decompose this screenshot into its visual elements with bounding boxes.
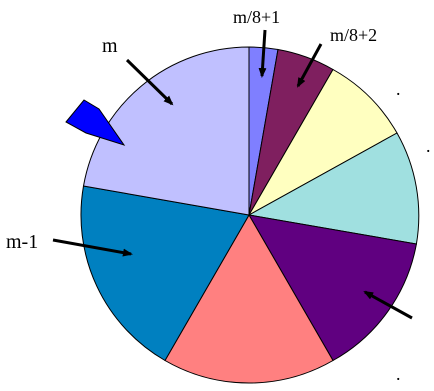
- pie-slice-purple: [248, 214, 417, 362]
- label-dot-2: .: [426, 136, 431, 156]
- pie-slice-m: [82, 46, 250, 216]
- label-m: m: [102, 35, 118, 57]
- arrow-m-over-8-plus-1: [258, 29, 267, 78]
- arrow-purple-slice: [363, 290, 413, 320]
- pie-slice-salmon: [164, 213, 334, 384]
- pie-slice-aqua: [247, 132, 420, 245]
- arrow-m-minus-1: [52, 238, 133, 257]
- pie-slice-cream: [247, 68, 398, 217]
- arrows: [52, 29, 413, 320]
- arrow-m-over-8-plus-2: [296, 43, 323, 88]
- arrow-m: [125, 58, 174, 106]
- pie-slices: [80, 46, 420, 384]
- label-dot-3: .: [396, 364, 401, 384]
- label-m-over-8-plus-2: m/8+2: [330, 25, 377, 45]
- label-m-over-8-plus-1: m/8+1: [233, 7, 280, 27]
- label-m-minus-1: m-1: [6, 231, 38, 253]
- pie-slice-m-minus-1: [80, 185, 250, 362]
- blue-pointer-icon: [65, 99, 126, 146]
- label-dot-1: .: [396, 79, 401, 99]
